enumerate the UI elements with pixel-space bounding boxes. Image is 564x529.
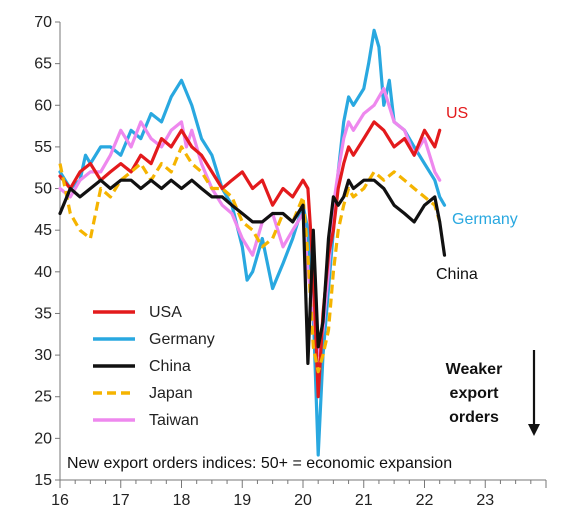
y-tick-label: 65	[34, 56, 52, 73]
down-arrow-head-icon	[528, 424, 540, 436]
y-tick-label: 55	[34, 139, 52, 156]
legend-label-china: China	[149, 358, 191, 375]
y-tick-label: 20	[34, 430, 52, 447]
x-tick-label: 17	[112, 492, 130, 509]
weaker-orders-callout: Weaker export orders	[446, 350, 540, 436]
callout-line-1: Weaker	[446, 361, 503, 378]
end-label-china: China	[436, 266, 478, 283]
series-line-japan	[58, 145, 442, 374]
x-tick-label: 19	[233, 492, 251, 509]
y-tick-label: 45	[34, 222, 52, 239]
series-line-china	[58, 178, 447, 365]
series-line-usa	[58, 120, 442, 399]
y-tick-label: 25	[34, 389, 52, 406]
x-tick-label: 20	[294, 492, 312, 509]
legend-label-germany: Germany	[149, 331, 215, 348]
x-tick-label: 21	[355, 492, 373, 509]
series-lines	[58, 28, 447, 457]
x-tick-label: 16	[51, 492, 69, 509]
y-tick-label: 70	[34, 14, 52, 31]
y-tick-label: 50	[34, 181, 52, 198]
y-tick-label: 40	[34, 264, 52, 281]
legend: USA Germany China Japan Taiwan	[93, 304, 215, 429]
end-label-germany: Germany	[452, 211, 518, 228]
x-tick-label: 22	[416, 492, 434, 509]
y-tick-label: 35	[34, 305, 52, 322]
y-tick-label: 15	[34, 472, 52, 489]
series-line-germany	[58, 28, 447, 457]
x-tick-label: 18	[173, 492, 191, 509]
legend-label-japan: Japan	[149, 385, 193, 402]
callout-line-2: export	[450, 385, 500, 402]
callout-line-3: orders	[449, 409, 499, 426]
chart-annotation: New export orders indices: 50+ = economi…	[67, 455, 452, 472]
legend-label-taiwan: Taiwan	[149, 412, 199, 429]
legend-label-usa: USA	[149, 304, 182, 321]
y-tick-label: 30	[34, 347, 52, 364]
y-tick-label: 60	[34, 97, 52, 114]
end-label-usa: US	[446, 105, 468, 122]
x-tick-label: 23	[476, 492, 494, 509]
